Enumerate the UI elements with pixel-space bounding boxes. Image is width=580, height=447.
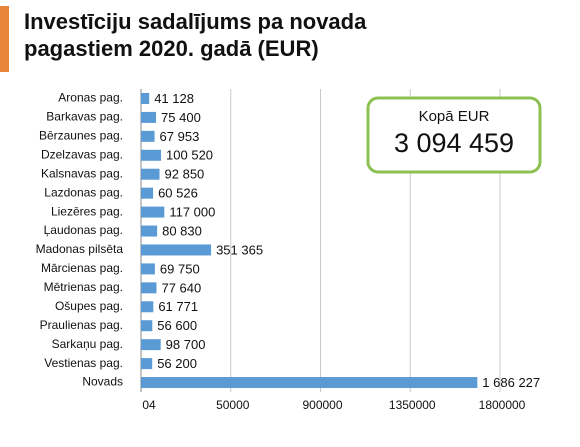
- y-tick-label: Bērzaunes pag.: [39, 129, 123, 143]
- x-tick-label: 1350000: [389, 398, 436, 412]
- value-label: 98 700: [166, 337, 206, 352]
- chart-title: Investīciju sadalījums pa novada pagasti…: [24, 9, 367, 61]
- value-label: 41 128: [154, 91, 194, 106]
- y-tick-label: Novads: [82, 375, 123, 389]
- value-label: 56 200: [157, 356, 197, 371]
- value-label: 69 750: [160, 261, 200, 276]
- y-tick-label: Madonas pilsēta: [36, 242, 124, 256]
- bar: [141, 377, 478, 389]
- bar: [141, 111, 157, 123]
- value-label: 117 000: [169, 205, 215, 220]
- value-label: 60 526: [158, 186, 198, 201]
- value-label: 351 365: [216, 242, 263, 257]
- value-label: 77 640: [161, 280, 201, 295]
- x-tick-label: 04: [142, 398, 156, 412]
- x-tick-label: 900000: [302, 398, 342, 412]
- y-tick-label: Aronas pag.: [58, 91, 123, 105]
- total-box: [366, 96, 542, 174]
- y-tick-label: Ošupes pag.: [55, 299, 123, 313]
- bar: [141, 339, 161, 351]
- y-tick-label: Dzelzavas pag.: [41, 147, 123, 161]
- value-label: 67 953: [160, 129, 200, 144]
- value-label: 56 600: [157, 318, 197, 333]
- y-tick-label: Mētrienas pag.: [44, 280, 123, 294]
- y-tick-label: Barkavas pag.: [46, 110, 123, 124]
- bar: [141, 130, 155, 142]
- bar: [141, 263, 155, 275]
- y-tick-label: Liezēres pag.: [51, 204, 123, 218]
- bar: [141, 187, 154, 199]
- x-tick-label: 50000: [216, 398, 250, 412]
- bar: [141, 168, 160, 180]
- value-label: 92 850: [165, 167, 205, 182]
- bar: [141, 358, 153, 370]
- bar: [141, 149, 162, 161]
- total-value: 3 094 459: [394, 128, 514, 158]
- y-tick-label: Sarkaņu pag.: [52, 337, 123, 351]
- y-tick-label: Praulienas pag.: [40, 318, 123, 332]
- bar: [141, 320, 153, 332]
- y-tick-label: Mārcienas pag.: [41, 261, 123, 275]
- bar: [141, 282, 157, 294]
- value-label: 1 686 227: [482, 375, 540, 390]
- total-label: Kopā EUR: [419, 108, 490, 125]
- y-tick-label: Ļaudonas pag.: [44, 223, 123, 237]
- value-label: 61 771: [158, 299, 198, 314]
- y-tick-label: Kalsnavas pag.: [41, 166, 123, 180]
- bar: [141, 301, 154, 313]
- bar: [141, 206, 165, 218]
- value-label: 80 830: [162, 223, 202, 238]
- y-tick-label: Vestienas pag.: [44, 356, 123, 370]
- bar: [141, 244, 212, 256]
- bar: [141, 92, 150, 104]
- accent-bar: [0, 6, 9, 72]
- bar: [141, 225, 158, 237]
- x-tick-label: 1800000: [479, 398, 526, 412]
- y-tick-label: Lazdonas pag.: [44, 185, 123, 199]
- value-label: 100 520: [166, 148, 213, 163]
- value-label: 75 400: [161, 110, 201, 125]
